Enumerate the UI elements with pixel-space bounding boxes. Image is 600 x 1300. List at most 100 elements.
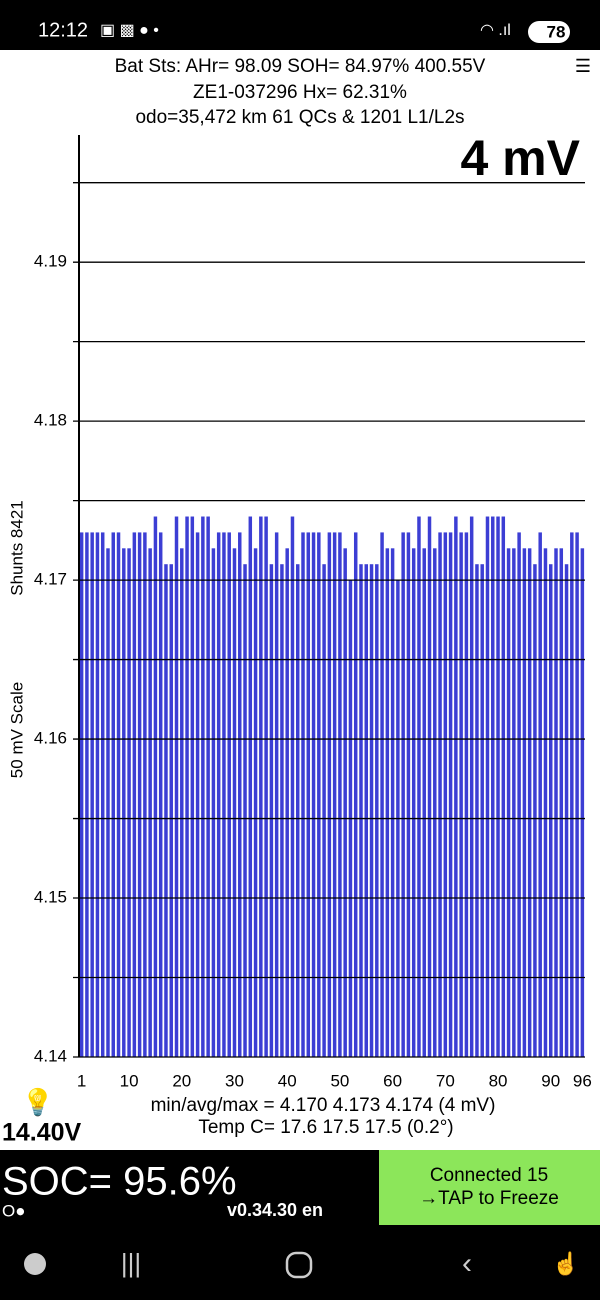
- bar: [232, 548, 237, 1057]
- x-tick-label: 1: [77, 1071, 86, 1090]
- y-tick-label: 4.15: [34, 888, 67, 907]
- bar: [317, 532, 321, 1057]
- bar: [280, 564, 284, 1057]
- bar: [475, 564, 479, 1057]
- x-tick-label: 90: [541, 1071, 560, 1090]
- y-tick-label: 4.16: [34, 729, 67, 748]
- game-icon[interactable]: [24, 1253, 46, 1275]
- bar: [390, 548, 395, 1057]
- bar: [185, 516, 189, 1057]
- bar: [127, 548, 131, 1057]
- bar: [206, 516, 210, 1057]
- bar: [137, 532, 142, 1057]
- bar: [580, 548, 585, 1057]
- x-tick-label: 40: [278, 1071, 297, 1090]
- bar: [274, 532, 279, 1057]
- bar: [564, 564, 569, 1057]
- bar: [243, 564, 247, 1057]
- bar: [174, 516, 179, 1057]
- bar: [512, 548, 516, 1057]
- bar: [538, 532, 542, 1057]
- bar: [322, 564, 326, 1057]
- touch-lock[interactable]: ☝: [552, 1250, 579, 1277]
- bar: [95, 532, 100, 1057]
- stats: min/avg/max = 4.170 4.173 4.174 (4 mV): [151, 1095, 496, 1116]
- bar: [454, 516, 458, 1057]
- bar: [554, 548, 558, 1057]
- bar: [216, 532, 221, 1057]
- bar: [264, 516, 268, 1057]
- bar: [411, 548, 416, 1057]
- bar: [143, 532, 147, 1057]
- bar: [327, 532, 332, 1057]
- bar: [85, 532, 89, 1057]
- bar: [195, 532, 200, 1057]
- y-axis-label: Shunts 8421: [7, 500, 26, 595]
- bar: [575, 532, 579, 1057]
- bar: [111, 532, 115, 1057]
- x-tick-label: 96: [573, 1071, 592, 1090]
- bar: [406, 532, 411, 1057]
- bar: [485, 516, 490, 1057]
- bar: [190, 516, 195, 1057]
- bar: [311, 532, 316, 1057]
- recents-button[interactable]: |||: [121, 1248, 141, 1278]
- bar: [285, 548, 289, 1057]
- battery-pill: [528, 21, 570, 43]
- bar: [422, 548, 426, 1057]
- bar: [269, 564, 274, 1057]
- bar: [259, 516, 263, 1057]
- bar: [353, 532, 358, 1057]
- x-tick-label: 30: [225, 1071, 244, 1090]
- bar: [201, 516, 205, 1057]
- bar: [132, 532, 137, 1057]
- header-line: odo=35,472 km 61 QCs & 1201 L1/L2s: [135, 107, 464, 128]
- bar: [343, 548, 347, 1057]
- version: v0.34.30 en: [227, 1200, 323, 1220]
- bar: [153, 516, 158, 1057]
- bar: [469, 516, 474, 1057]
- freeze-button[interactable]: [379, 1150, 600, 1225]
- battery-level: 78: [547, 22, 566, 41]
- bulb-icon[interactable]: 💡: [22, 1087, 54, 1117]
- plot: 4.14 4.15 4.16 4.17 4.18 4.19 1 10 20 30 40 50 60 70 8…: [34, 135, 592, 1090]
- bar: [338, 532, 342, 1057]
- back-button[interactable]: ‹: [462, 1247, 472, 1280]
- bar: [79, 532, 84, 1057]
- bar: [100, 532, 105, 1057]
- status-icons: ▣ ▩ ● •: [100, 22, 159, 39]
- y-axis-label: 50 mV Scale: [7, 682, 26, 778]
- bar: [90, 532, 94, 1057]
- menu-button[interactable]: ☰: [575, 56, 591, 76]
- bar: [543, 548, 548, 1057]
- y-tick-label: 4.14: [34, 1046, 67, 1065]
- bar: [459, 532, 463, 1057]
- header-line: Bat Sts: AHr= 98.09 SOH= 84.97% 400.55V: [115, 56, 486, 77]
- x-tick-label: 10: [120, 1071, 139, 1090]
- button-label[interactable]: →TAP to Freeze: [419, 1188, 559, 1209]
- status-bar: [0, 0, 600, 50]
- bar: [306, 532, 311, 1057]
- bar: [364, 564, 368, 1057]
- button-label[interactable]: Connected 15: [430, 1165, 548, 1186]
- bar: [527, 548, 532, 1057]
- bar: [443, 532, 448, 1057]
- bar: [116, 532, 121, 1057]
- bar: [106, 548, 110, 1057]
- bar: [158, 532, 163, 1057]
- bar: [332, 532, 337, 1057]
- home-button[interactable]: [285, 1251, 313, 1279]
- y-tick-label: 4.18: [34, 411, 67, 430]
- bar: [296, 564, 300, 1057]
- bar: [380, 532, 384, 1057]
- bar: [480, 564, 484, 1057]
- temperature: Temp C= 17.6 17.5 17.5 (0.2°): [198, 1117, 453, 1138]
- bar: [549, 564, 553, 1057]
- bar: [570, 532, 574, 1057]
- bar: [122, 548, 126, 1057]
- bar: [369, 564, 374, 1057]
- bar: [211, 548, 216, 1057]
- bar: [375, 564, 379, 1057]
